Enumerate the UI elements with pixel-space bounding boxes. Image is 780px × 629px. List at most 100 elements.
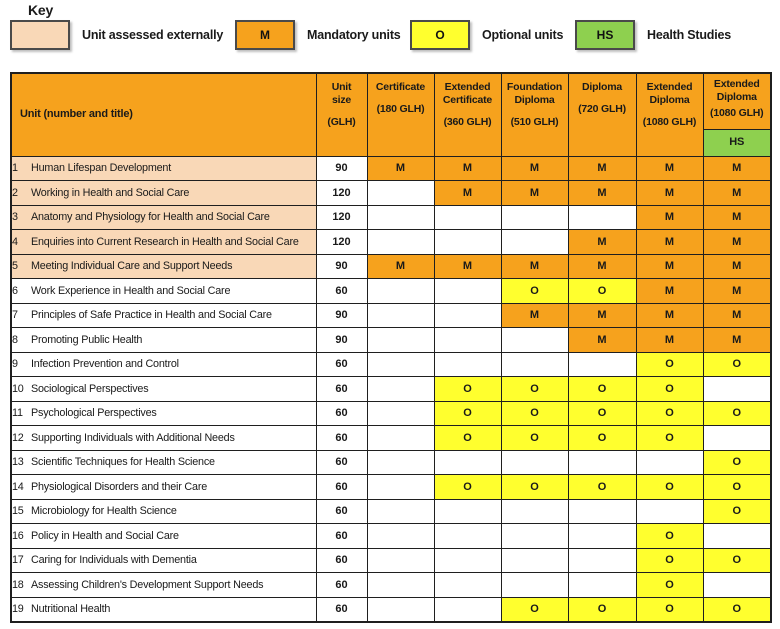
key-item-1: Unit assessed externally: [10, 20, 223, 50]
unit-title-cell: 15 Microbiology for Health Science: [10, 498, 317, 524]
unit-number: 10: [12, 382, 24, 395]
unit-title: Nutritional Health: [31, 603, 111, 615]
unit-title: Working in Health and Social Care: [31, 186, 190, 199]
table-row: 19 Nutritional Health 60 O O O O: [10, 596, 772, 622]
column-title: Extended Diploma: [646, 81, 693, 106]
matrix-cell: M: [702, 155, 772, 181]
matrix-cell: O: [702, 449, 772, 475]
matrix-cell: M: [635, 278, 704, 304]
unit-title: Caring for Individuals with Dementia: [31, 554, 197, 567]
matrix-cell: O: [433, 474, 502, 500]
matrix-cell: [567, 204, 637, 230]
unit-title-cell: 8 Promoting Public Health: [10, 327, 317, 353]
column-glh: (360 GLH): [443, 116, 492, 128]
table-row: 16 Policy in Health and Social Care 60 O: [10, 523, 772, 549]
unit-title-cell: 1 Human Lifespan Development: [10, 155, 317, 181]
unit-size-cell: 60: [315, 498, 368, 524]
key-item-label: Health Studies: [647, 28, 732, 42]
unit-title: Work Experience in Health and Social Car…: [31, 284, 231, 297]
matrix-cell: [433, 523, 502, 549]
matrix-cell: M: [433, 253, 502, 279]
key-title: Key: [28, 2, 54, 18]
matrix-cell: [366, 278, 435, 304]
matrix-cell: O: [433, 425, 502, 451]
column-glh: (510 GLH): [510, 116, 559, 128]
unit-number: 4: [12, 235, 18, 248]
matrix-cell: O: [567, 596, 637, 622]
column-glh: (1080 GLH): [642, 116, 697, 128]
matrix-cell: [567, 572, 637, 598]
column-title: Extended Diploma: [713, 78, 760, 103]
column-glh: (1080 GLH): [710, 107, 764, 119]
header-row-2: HS: [11, 128, 772, 157]
matrix-cell: [366, 523, 435, 549]
units-table-head: Unit (number and title) Unit size (GLH) Cer…: [10, 72, 772, 157]
matrix-cell: [635, 449, 704, 475]
matrix-cell: O: [635, 425, 704, 451]
matrix-cell: [366, 400, 435, 426]
unit-size-cell: 90: [315, 253, 368, 279]
unit-number: 18: [12, 578, 24, 591]
unit-number: 1: [12, 162, 18, 175]
matrix-cell: [500, 351, 569, 377]
unit-size-cell: 60: [315, 572, 368, 598]
unit-title-cell: 17 Caring for Individuals with Dementia: [10, 547, 317, 573]
unit-title: Microbiology for Health Science: [31, 505, 177, 518]
unit-title-cell: 5 Meeting Individual Care and Support Nee…: [10, 253, 317, 279]
matrix-cell: M: [635, 253, 704, 279]
unit-size-cell: 90: [315, 302, 368, 328]
matrix-cell: [366, 302, 435, 328]
column-header-4: Foundation Diploma (510 GLH): [500, 72, 569, 157]
matrix-cell: M: [702, 327, 772, 353]
unit-size-cell: 120: [315, 204, 368, 230]
table-row: 4 Enquiries into Current Research in Heal…: [10, 229, 772, 255]
matrix-cell: O: [567, 425, 637, 451]
table-row: 6 Work Experience in Health and Social Ca…: [10, 278, 772, 304]
table-row: 12 Supporting Individuals with Additional…: [10, 425, 772, 451]
matrix-cell: [702, 572, 772, 598]
matrix-cell: O: [500, 400, 569, 426]
matrix-cell: [433, 351, 502, 377]
table-row: 14 Physiological Disorders and their Care…: [10, 474, 772, 500]
matrix-cell: M: [567, 327, 637, 353]
unit-size-cell: 60: [315, 400, 368, 426]
table-row: 9 Infection Prevention and Control 60 O O: [10, 351, 772, 377]
unit-title-cell: 3 Anatomy and Physiology for Health and S…: [10, 204, 317, 230]
matrix-cell: [366, 449, 435, 475]
matrix-cell: O: [500, 596, 569, 622]
key-swatch-2: M: [235, 20, 295, 50]
matrix-cell: [366, 596, 435, 622]
unit-title: Promoting Public Health: [31, 333, 143, 346]
unit-title: Scientific Techniques for Health Science: [31, 456, 215, 469]
matrix-cell: M: [635, 204, 704, 230]
column-header-6: Extended Diploma (1080 GLH): [635, 72, 704, 157]
key-swatch-1: [10, 20, 70, 50]
key-item-4: HS Health Studies: [575, 20, 731, 50]
column-header-5: Diploma (720 GLH): [567, 72, 637, 157]
matrix-cell: O: [567, 278, 637, 304]
matrix-cell: M: [635, 302, 704, 328]
table-row: 8 Promoting Public Health 90 M M M: [10, 327, 772, 353]
unit-title-cell: 9 Infection Prevention and Control: [10, 351, 317, 377]
matrix-cell: M: [702, 302, 772, 328]
matrix-cell: [433, 547, 502, 573]
unit-number: 15: [12, 505, 24, 518]
unit-size-cell: 60: [315, 547, 368, 573]
unit-title: Supporting Individuals with Additional N…: [31, 431, 235, 444]
unit-number: 3: [12, 211, 18, 224]
matrix-cell: [567, 449, 637, 475]
key-item-label: Optional units: [482, 28, 564, 42]
matrix-cell: [366, 180, 435, 206]
unit-title-cell: 6 Work Experience in Health and Social Ca…: [10, 278, 317, 304]
unit-title-cell: 2 Working in Health and Social Care: [10, 180, 317, 206]
matrix-cell: [366, 498, 435, 524]
unit-size-cell: 90: [315, 155, 368, 181]
matrix-cell: [366, 572, 435, 598]
table-row: 2 Working in Health and Social Care 120 M M M…: [10, 180, 772, 206]
unit-title: Meeting Individual Care and Support Need…: [31, 260, 233, 273]
matrix-cell: [567, 523, 637, 549]
matrix-cell: [635, 498, 704, 524]
matrix-cell: O: [500, 278, 569, 304]
column-glh: (180 GLH): [376, 103, 425, 115]
